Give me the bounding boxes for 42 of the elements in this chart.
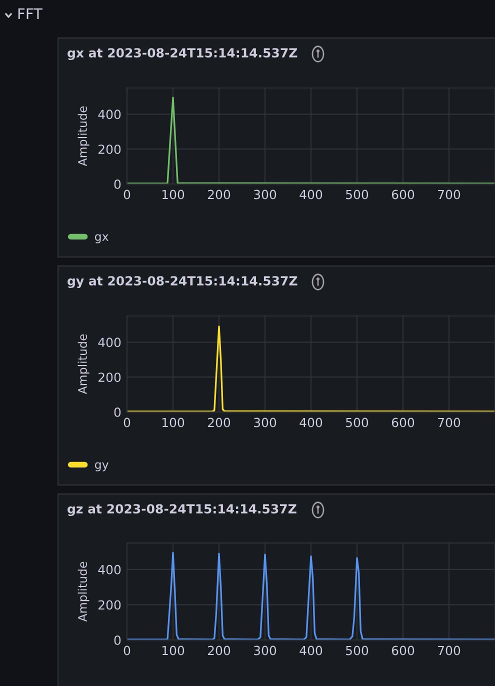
legend-label: gx: [94, 234, 108, 244]
text: FFT: [18, 8, 42, 20]
x-tick-label: 600: [392, 418, 414, 428]
x-tick-label: 200: [208, 190, 230, 200]
y-axis-title: Amplitude: [78, 562, 90, 622]
chart-title: gz at 2023-08-24T15:14:14.537Z: [68, 504, 296, 516]
x-tick-label: 100: [162, 190, 184, 200]
x-tick-label: 0: [124, 190, 130, 200]
x-tick-label: 700: [438, 190, 460, 200]
y-tick-label: 400: [98, 338, 121, 348]
y-axis-title: Amplitude: [78, 334, 90, 394]
y-axis-title: Amplitude: [78, 106, 90, 166]
x-tick-label: 300: [254, 646, 276, 656]
y-tick-label: 400: [98, 564, 121, 574]
x-tick-label: 500: [346, 190, 368, 200]
x-tick-label: 400: [300, 190, 322, 200]
x-tick-label: 400: [300, 646, 322, 656]
legend-label: gy: [94, 462, 108, 472]
y-tick-label: 0: [114, 179, 121, 189]
x-tick-label: 200: [208, 418, 230, 428]
x-tick-label: 400: [300, 418, 322, 428]
x-tick-label: 0: [124, 418, 130, 428]
x-tick-label: 600: [392, 646, 414, 656]
x-tick-label: 600: [392, 190, 414, 200]
x-tick-label: 200: [208, 646, 230, 656]
chart-title: gx at 2023-08-24T15:14:14.537Z: [68, 48, 298, 60]
x-tick-label: 700: [438, 418, 460, 428]
x-tick-label: 300: [254, 190, 276, 200]
x-tick-label: 100: [162, 418, 184, 428]
x-tick-label: 100: [162, 646, 184, 656]
y-tick-label: 200: [98, 144, 121, 154]
x-tick-label: 500: [346, 418, 368, 428]
x-tick-label: 700: [438, 646, 460, 656]
y-tick-label: 0: [114, 635, 121, 645]
x-tick-label: 300: [254, 418, 276, 428]
y-tick-label: 0: [114, 407, 121, 417]
x-tick-label: 0: [124, 646, 130, 656]
y-tick-label: 400: [98, 110, 121, 120]
chart-title: gy at 2023-08-24T15:14:14.537Z: [68, 276, 298, 288]
y-tick-label: 200: [98, 372, 121, 382]
y-tick-label: 200: [98, 600, 121, 610]
x-tick-label: 500: [346, 646, 368, 656]
